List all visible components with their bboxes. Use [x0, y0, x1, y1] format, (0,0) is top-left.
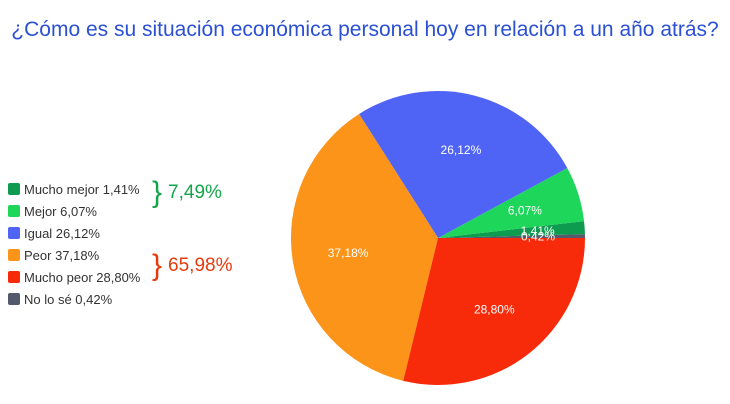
legend: Mucho mejor 1,41% Mejor 6,07% Igual 26,12%…: [8, 178, 140, 310]
legend-swatch: [8, 293, 20, 305]
group-total-worse: } 65,98%: [152, 251, 232, 281]
legend-label: Mucho peor 28,80%: [24, 269, 141, 285]
chart-title: ¿Cómo es su situación económica personal…: [11, 18, 719, 41]
legend-swatch: [8, 249, 20, 261]
legend-swatch: [8, 183, 20, 195]
legend-label: Igual 26,12%: [24, 225, 100, 241]
slice-label: 1,41%: [521, 224, 555, 238]
legend-item: Mucho mejor 1,41%: [8, 178, 140, 200]
group-value-better: 7,49%: [168, 182, 222, 203]
slice-label: 0,42%: [521, 230, 555, 244]
legend-item: No lo sé 0,42%: [8, 288, 140, 310]
legend-swatch: [8, 227, 20, 239]
legend-label: Peor 37,18%: [24, 247, 100, 263]
group-total-better: } 7,49%: [152, 178, 222, 208]
legend-item: Peor 37,18%: [8, 244, 140, 266]
pie-slice: [359, 90, 568, 238]
legend-swatch: [8, 205, 20, 217]
pie-slice: [438, 234, 585, 238]
pie-slice: [290, 113, 438, 381]
legend-item: Mucho peor 28,80%: [8, 266, 140, 288]
legend-swatch: [8, 271, 20, 283]
slice-label: 6,07%: [508, 204, 542, 218]
legend-item: Igual 26,12%: [8, 222, 140, 244]
pie-slice: [438, 221, 585, 238]
legend-label: Mejor 6,07%: [24, 203, 97, 219]
pie-slice: [403, 238, 585, 386]
brace-icon: }: [152, 249, 163, 282]
brace-icon: }: [152, 176, 163, 209]
group-value-worse: 65,98%: [168, 255, 233, 276]
legend-label: No lo sé 0,42%: [24, 291, 113, 307]
legend-label: Mucho mejor 1,41%: [24, 181, 140, 197]
slice-label: 37,18%: [328, 246, 369, 260]
pie-slice: [438, 167, 585, 238]
slice-label: 28,80%: [474, 303, 515, 317]
legend-item: Mejor 6,07%: [8, 200, 140, 222]
slice-label: 26,12%: [441, 143, 482, 157]
